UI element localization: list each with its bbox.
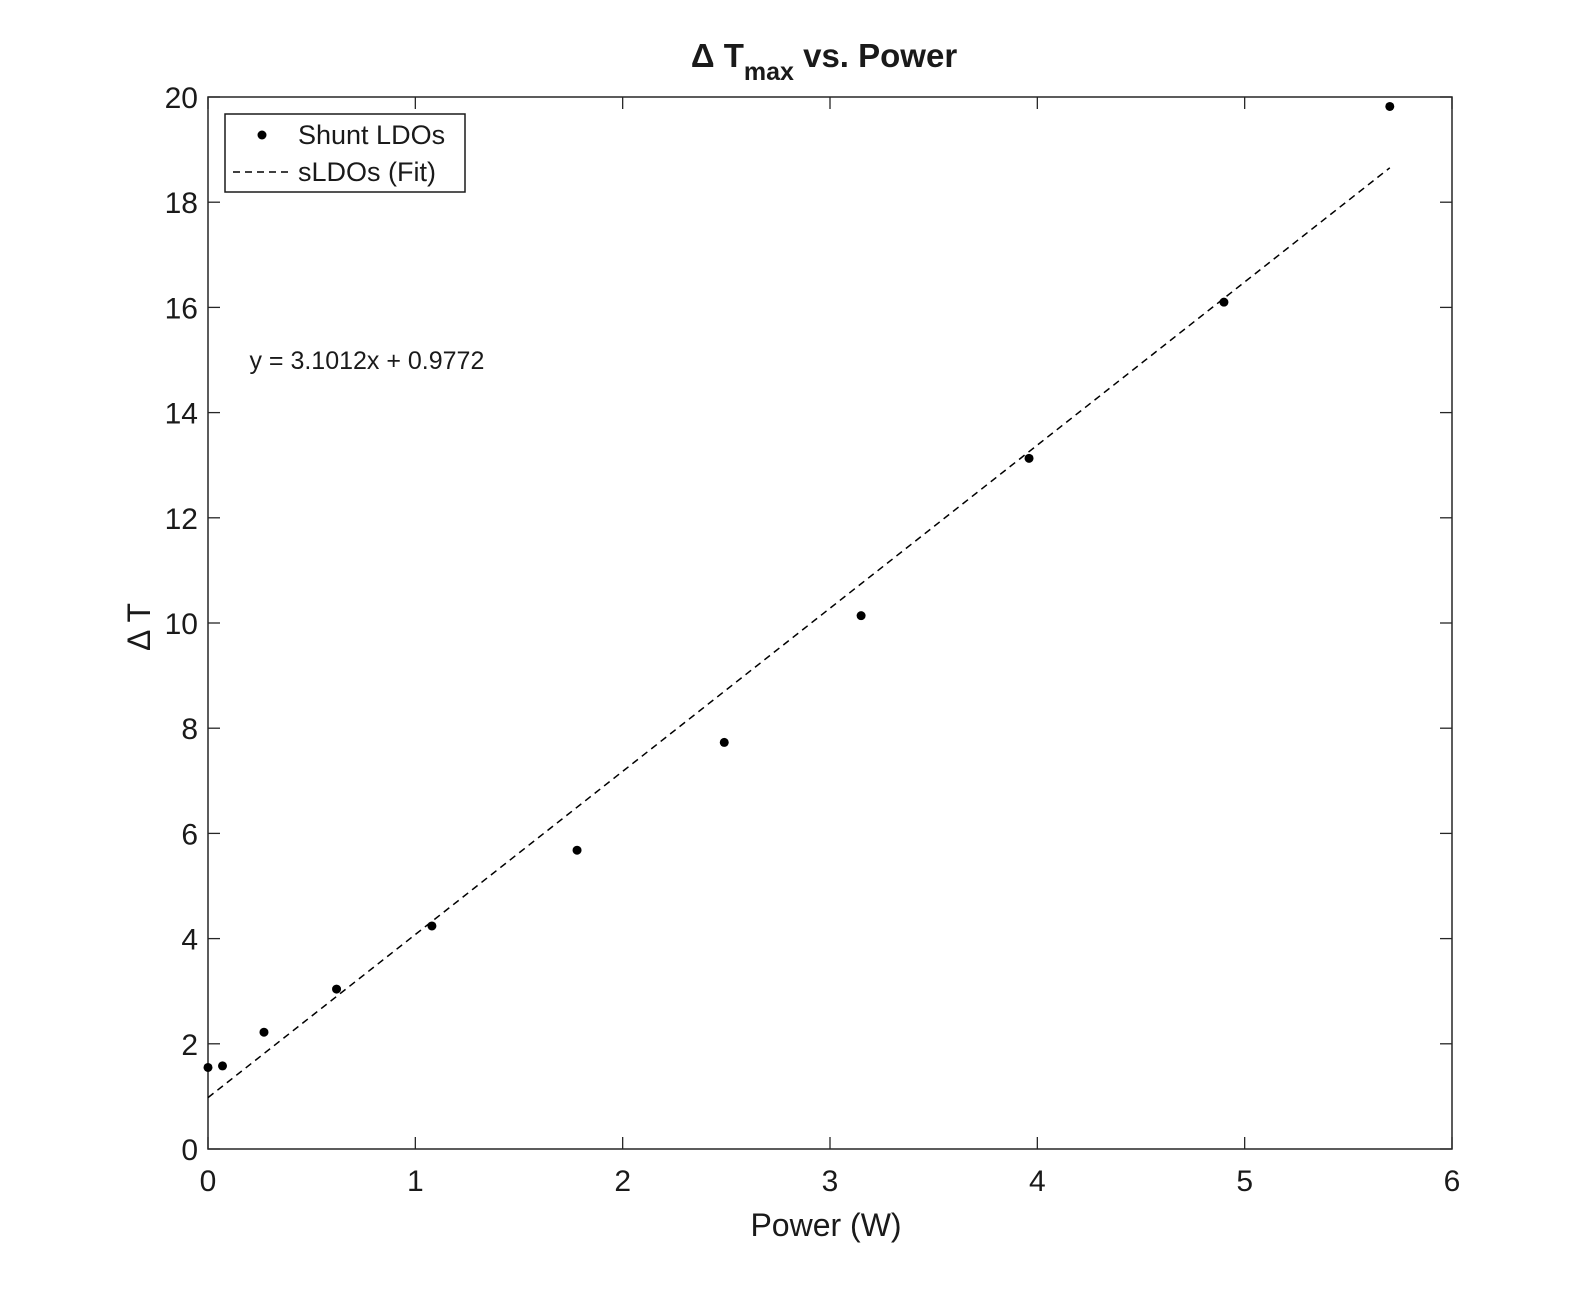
x-tick-label: 0 bbox=[200, 1165, 217, 1198]
data-point bbox=[259, 1027, 269, 1037]
y-tick-label: 20 bbox=[165, 82, 198, 115]
x-tick-label: 1 bbox=[407, 1165, 424, 1198]
y-tick-label: 10 bbox=[165, 608, 198, 641]
data-point bbox=[856, 611, 866, 621]
chart-title-suffix: vs. Power bbox=[794, 37, 957, 74]
data-point bbox=[203, 1062, 213, 1072]
y-tick-label: 18 bbox=[165, 187, 198, 220]
data-point bbox=[427, 921, 437, 931]
y-tick-label: 2 bbox=[181, 1029, 198, 1062]
legend-label-sldos-fit: sLDOs (Fit) bbox=[298, 157, 436, 187]
y-axis-label: Δ T bbox=[121, 603, 157, 651]
fit-equation-annotation: y = 3.1012x + 0.9772 bbox=[249, 347, 484, 375]
x-tick-label: 5 bbox=[1236, 1165, 1253, 1198]
legend-label-shunt-ldos: Shunt LDOs bbox=[298, 120, 445, 150]
data-point bbox=[218, 1061, 228, 1071]
x-tick-label: 4 bbox=[1029, 1165, 1046, 1198]
y-tick-label: 4 bbox=[181, 924, 198, 957]
chart-title-subscript: max bbox=[744, 58, 794, 86]
x-axis-label: Power (W) bbox=[750, 1207, 901, 1243]
y-tick-label: 14 bbox=[165, 398, 198, 431]
fit-line bbox=[207, 167, 1391, 1099]
legend-marker-shunt-ldos bbox=[257, 130, 267, 140]
data-point bbox=[1219, 297, 1229, 307]
y-tick-label: 0 bbox=[181, 1134, 198, 1167]
y-tick-label: 16 bbox=[165, 292, 198, 325]
chart-title: Δ Tmax vs. Power bbox=[691, 37, 957, 86]
x-tick-label: 2 bbox=[614, 1165, 631, 1198]
data-point bbox=[332, 984, 342, 994]
data-point bbox=[1385, 101, 1395, 111]
chart-title-prefix: Δ T bbox=[691, 37, 744, 74]
legend-box bbox=[224, 113, 466, 193]
data-point bbox=[719, 737, 729, 747]
data-point bbox=[1024, 453, 1034, 463]
y-tick-label: 12 bbox=[165, 503, 198, 536]
legend: Shunt LDOs sLDOs (Fit) bbox=[224, 113, 466, 193]
x-tick-label: 6 bbox=[1444, 1165, 1461, 1198]
data-point bbox=[572, 845, 582, 855]
y-tick-label: 6 bbox=[181, 818, 198, 851]
y-tick-label: 8 bbox=[181, 713, 198, 746]
x-tick-label: 3 bbox=[822, 1165, 839, 1198]
